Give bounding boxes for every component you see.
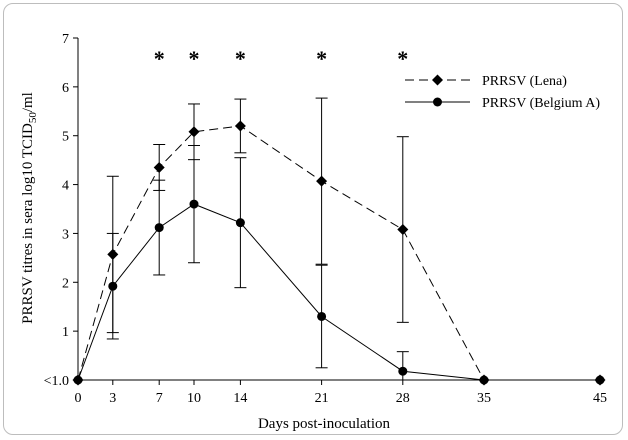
x-tick-label: 21 bbox=[315, 391, 329, 406]
data-point-circle bbox=[398, 366, 408, 376]
legend-label: PRRSV (Belgium A) bbox=[482, 96, 600, 111]
y-axis-title: PRRSV titres in sera log10 TCID50/ml bbox=[20, 92, 39, 324]
y-tick-labels: <1.0 1 2 3 4 5 6 7 bbox=[44, 32, 69, 389]
data-point-diamond bbox=[234, 120, 246, 132]
x-tick-labels: 0 3 7 10 14 21 28 35 45 bbox=[75, 391, 608, 406]
x-tick-label: 7 bbox=[156, 391, 163, 406]
data-point-diamond bbox=[153, 161, 165, 173]
data-point-circle bbox=[479, 375, 489, 385]
data-point-circle bbox=[108, 281, 118, 291]
x-tick-label: 10 bbox=[187, 391, 201, 406]
significance-star: * bbox=[189, 46, 200, 71]
y-tick-label: 6 bbox=[62, 81, 69, 96]
y-tick-label: 5 bbox=[62, 130, 69, 145]
data-point-circle bbox=[154, 223, 164, 233]
significance-star: * bbox=[316, 46, 327, 71]
series-line-0 bbox=[77, 125, 600, 381]
significance-star: * bbox=[397, 46, 408, 71]
figure-frame bbox=[3, 3, 623, 435]
error-bars bbox=[106, 97, 409, 381]
x-tick-label: 3 bbox=[109, 391, 116, 406]
x-tick-label: 0 bbox=[75, 391, 82, 406]
x-tick-label: 45 bbox=[593, 391, 607, 406]
significance-stars: * * * * * bbox=[154, 46, 409, 71]
series-lines bbox=[77, 125, 600, 381]
data-point-diamond bbox=[188, 126, 200, 138]
x-tick-label: 35 bbox=[477, 391, 491, 406]
data-point-diamond bbox=[316, 175, 328, 187]
y-tick-label: 3 bbox=[62, 227, 69, 242]
legend-marker bbox=[433, 97, 442, 107]
data-point-circle bbox=[73, 375, 83, 385]
y-tick-label: 2 bbox=[62, 276, 69, 291]
x-tick-label: 14 bbox=[233, 391, 247, 406]
data-point-diamond bbox=[107, 248, 119, 260]
y-tick-label: <1.0 bbox=[44, 374, 69, 389]
legend-label: PRRSV (Lena) bbox=[482, 74, 567, 89]
axes bbox=[73, 37, 602, 385]
y-tick-label: 1 bbox=[62, 325, 69, 340]
x-axis-title: Days post-inoculation bbox=[258, 416, 391, 432]
data-point-circle bbox=[595, 375, 605, 385]
series-markers bbox=[72, 120, 606, 386]
y-tick-label: 7 bbox=[62, 32, 69, 47]
significance-star: * bbox=[235, 46, 246, 71]
data-point-circle bbox=[235, 218, 245, 228]
y-tick-label: 4 bbox=[62, 179, 69, 194]
legend-marker bbox=[432, 74, 443, 86]
significance-star: * bbox=[154, 46, 165, 71]
data-point-circle bbox=[189, 199, 199, 209]
data-point-circle bbox=[317, 311, 327, 321]
data-point-diamond bbox=[397, 224, 409, 236]
legend: PRRSV (Lena) PRRSV (Belgium A) bbox=[405, 74, 600, 111]
x-tick-label: 28 bbox=[396, 391, 410, 406]
